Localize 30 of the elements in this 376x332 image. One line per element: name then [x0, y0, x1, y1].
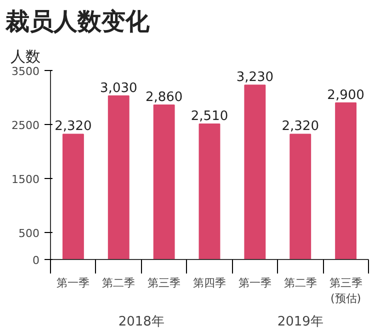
x-tick-label: 第二季	[102, 276, 136, 290]
x-tick-label: 第三季	[148, 276, 181, 290]
bar	[108, 95, 130, 260]
y-axis-title: 人数	[10, 48, 40, 66]
data-label: 2,900	[327, 88, 364, 103]
bar	[290, 134, 312, 260]
chart-title: 裁员人数变化	[4, 8, 150, 36]
y-tick-label: 3500	[12, 65, 40, 78]
x-tick-label: 第三季 (预估)	[329, 276, 362, 306]
bar	[335, 102, 357, 260]
data-label: 2,320	[54, 119, 92, 134]
bar	[198, 123, 220, 260]
data-label: 2,860	[145, 90, 183, 106]
bar	[153, 104, 175, 260]
data-label: 3,030	[100, 80, 138, 96]
y-tick-label: 2500	[12, 119, 40, 132]
data-label: 3,230	[236, 70, 274, 86]
x-tick-label: 第一季	[238, 276, 272, 290]
y-tick-label: 500	[18, 227, 40, 240]
x-tick-label: 第一季	[56, 276, 90, 290]
y-tick-label: 1500	[12, 173, 40, 186]
bar	[62, 134, 84, 260]
x-tick-label: 第四季	[193, 276, 226, 290]
text: 2018年	[118, 314, 164, 330]
data-label: 2,510	[190, 108, 228, 124]
x-tick-label: 第二季	[284, 276, 317, 290]
text: 2019年	[277, 314, 324, 330]
data-label: 2,320	[282, 119, 319, 134]
bar	[244, 84, 266, 260]
y-tick-label: 0	[32, 254, 40, 267]
